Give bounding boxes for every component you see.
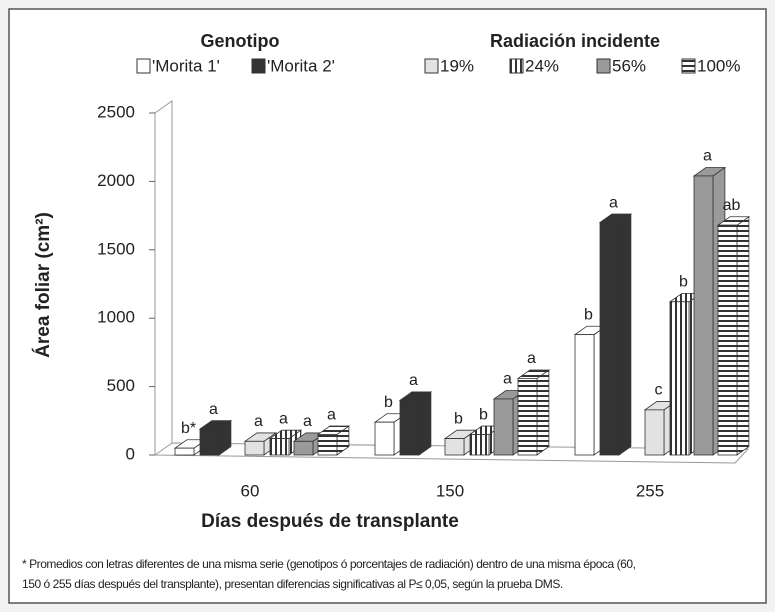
bar-letter: b [384,394,393,411]
bar-side [618,213,632,456]
legend-swatch [136,58,151,74]
y-tick-label: 2000 [97,171,135,190]
bar-letter: a [609,194,618,211]
x-tick-label: 60 [241,481,260,500]
bar-letter: a [303,413,312,430]
legend-swatch [251,58,266,74]
bar-letter: a [327,406,336,423]
bar-side [736,216,750,456]
bar [199,428,220,456]
legend-label: 'Morita 2' [267,56,335,75]
bar [469,434,490,456]
x-tick-label: 150 [436,481,464,500]
legend-label: 19% [440,56,474,75]
bar [644,409,665,456]
bar-letter: b [584,306,593,323]
bar-letter: a [703,148,712,165]
legend-swatch [509,58,524,74]
bar [293,440,314,456]
bar [317,434,338,456]
bar [174,447,195,456]
bar-letter: a [409,372,418,389]
y-tick-label: 500 [107,376,135,395]
x-axis-title: Días después de transplante [201,511,459,532]
bar-letter: b* [181,420,196,437]
legend-label: 'Morita 1' [152,56,220,75]
footnote: 150 ó 255 días después del transplante),… [22,577,563,591]
bar-letter: b [679,274,688,291]
x-tick-label: 255 [636,481,664,500]
legend-title: Radiación incidente [490,31,660,51]
y-tick-label: 1500 [97,239,135,258]
bar-letter: a [527,350,536,367]
bar [374,421,395,456]
legend-swatch [596,58,611,74]
bar-letter: b [454,410,463,427]
bar [599,222,620,456]
back-wall [154,100,173,455]
bar-letter: a [279,410,288,427]
footnote: * Promedios con letras diferentes de una… [22,557,636,571]
y-axis-title: Área foliar (cm²) [32,212,54,358]
bar [517,377,538,456]
bar [269,438,290,456]
bar-letter: c [655,382,663,399]
frame [8,8,767,604]
bar-letter: b [479,406,488,423]
y-tick-label: 1000 [97,308,135,327]
bar [444,438,465,456]
legend-swatch [424,58,439,74]
legend-title: Genotipo [201,31,280,51]
y-tick-label: 0 [126,444,135,463]
bar-side [418,391,432,456]
legend-label: 56% [612,56,646,75]
bar-letter: a [503,371,512,388]
bar [574,334,595,456]
bar [244,440,265,456]
legend-swatch [681,58,696,74]
legend-label: 100% [697,56,740,75]
bar-letter: a [209,401,218,418]
bar [693,175,714,456]
legend-label: 24% [525,56,559,75]
bar-side [536,369,550,456]
bar [399,399,420,456]
bar [717,224,738,456]
bar [493,398,514,456]
bar-letter: a [254,413,263,430]
bar-letter: ab [723,197,741,214]
bar [669,301,690,456]
y-tick-label: 2500 [97,102,135,121]
